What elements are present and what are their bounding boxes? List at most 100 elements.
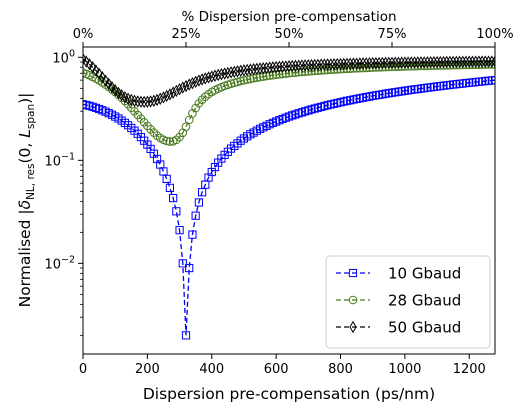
- top-axis-title: % Dispersion pre-compensation: [181, 9, 396, 25]
- data-point: [243, 63, 251, 77]
- data-point: [475, 55, 483, 68]
- data-point: [349, 57, 357, 70]
- data-point: [381, 56, 390, 70]
- data-point: [346, 57, 354, 70]
- legend-marker: [348, 295, 358, 305]
- y-axis-title-delta: δ: [16, 200, 34, 209]
- data-point: [410, 56, 419, 69]
- x-tick-label: 0: [79, 362, 87, 377]
- data-point: [369, 56, 377, 70]
- data-point: [198, 73, 206, 86]
- data-point: [356, 57, 364, 70]
- data-point: [233, 77, 242, 87]
- data-point: [365, 57, 374, 70]
- data-point: [326, 65, 336, 75]
- data-point: [297, 67, 307, 77]
- data-point: [175, 83, 184, 96]
- data-point: [156, 92, 164, 105]
- data-point: [282, 60, 290, 73]
- data-point: [398, 56, 406, 69]
- data-point: [446, 55, 454, 69]
- y-axis-title-sub: NL, res: [25, 164, 37, 200]
- data-point: [169, 86, 177, 99]
- data-point: [101, 74, 110, 87]
- data-point: [272, 60, 280, 74]
- data-point: [153, 93, 161, 107]
- legend-label: 28 Gbaud: [388, 292, 461, 310]
- data-point: [271, 70, 281, 80]
- x-tick-label: 1000: [388, 362, 421, 377]
- data-point: [407, 56, 415, 69]
- data-point: [324, 58, 332, 71]
- y-axis-title-L: L: [16, 129, 34, 138]
- data-point: [275, 70, 284, 79]
- data-point: [291, 59, 300, 73]
- data-point: [268, 70, 278, 80]
- data-point: [191, 103, 200, 113]
- top-tick-label: 50%: [275, 27, 304, 42]
- data-point: [488, 55, 495, 68]
- data-point: [162, 136, 171, 146]
- data-point: [287, 68, 297, 78]
- data-point: [298, 59, 306, 72]
- data-point: [311, 58, 319, 72]
- data-point: [181, 122, 191, 132]
- data-point: [307, 58, 316, 72]
- data-point: [146, 125, 155, 134]
- data-point: [404, 56, 412, 69]
- data-point: [256, 62, 264, 75]
- data-point: [320, 65, 329, 75]
- data-point: [375, 56, 383, 70]
- data-point: [169, 193, 178, 203]
- data-point: [204, 71, 213, 84]
- legend-marker: [348, 268, 358, 278]
- data-point: [285, 60, 293, 73]
- data-point: [246, 63, 254, 76]
- data-point: [278, 69, 287, 79]
- data-point: [224, 66, 232, 80]
- x-tick-label: 800: [328, 362, 353, 377]
- data-point: [83, 55, 90, 68]
- x-tick-label: 600: [264, 362, 289, 377]
- data-point: [98, 70, 106, 84]
- data-point: [250, 62, 258, 76]
- data-point: [327, 58, 335, 71]
- data-point: [111, 83, 119, 97]
- data-point: [192, 75, 200, 89]
- data-point: [140, 95, 148, 109]
- series-layer: [83, 52, 495, 340]
- data-point: [378, 56, 386, 70]
- data-point: [427, 55, 435, 69]
- data-point: [433, 55, 441, 69]
- top-tick-label: 0%: [73, 27, 94, 42]
- legend-label: 50 Gbaud: [388, 319, 461, 337]
- top-axis-ticks: 0% 25% 50% 75% 100%: [73, 27, 514, 47]
- y-axis-title-suffix: )|: [16, 93, 34, 104]
- data-point: [105, 77, 113, 91]
- y-tick-label: 100: [52, 48, 75, 66]
- data-point: [449, 55, 457, 69]
- data-point: [343, 57, 351, 70]
- data-point: [262, 61, 271, 75]
- y-axis-title: Normalised |δNL, res(0, Lspan)|: [16, 93, 37, 308]
- data-point: [481, 55, 489, 68]
- data-point: [359, 57, 367, 70]
- data-point: [459, 55, 467, 69]
- series-10-gbaud: [83, 76, 495, 340]
- data-point: [472, 55, 480, 68]
- series-line: [83, 63, 495, 143]
- y-axis-title-prefix: Normalised |: [16, 209, 34, 307]
- x-tick-label: 400: [199, 362, 224, 377]
- data-point: [423, 56, 431, 69]
- data-point: [417, 56, 425, 69]
- data-point: [278, 60, 287, 73]
- data-point: [284, 68, 294, 78]
- y-tick-label: 10−1: [44, 151, 75, 169]
- data-point: [388, 56, 396, 69]
- data-point: [137, 95, 145, 108]
- data-point: [175, 132, 184, 142]
- data-point: [490, 60, 495, 69]
- data-point: [162, 174, 171, 184]
- data-point: [92, 64, 100, 77]
